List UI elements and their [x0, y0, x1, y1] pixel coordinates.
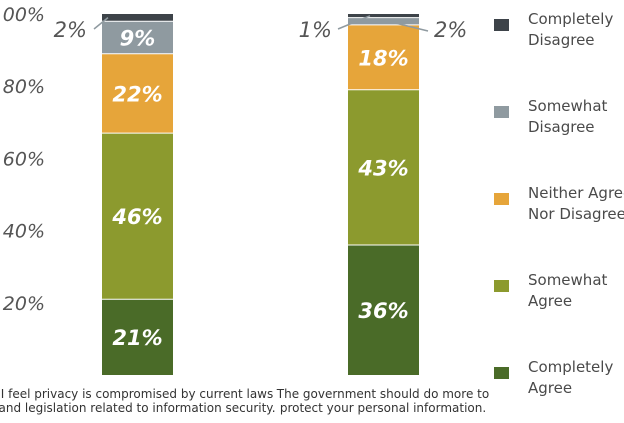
legend-label: Agree	[528, 379, 572, 397]
bar-segment	[102, 53, 173, 134]
legend: Completely Disagree Somewhat Disagree Neithe…	[494, 10, 624, 397]
legend-label: Completely	[528, 10, 613, 28]
segment-value-label: 43%	[357, 156, 408, 180]
bar-segment	[348, 89, 419, 246]
legend-label: Completely	[528, 358, 613, 376]
legend-label: Neither Agree	[528, 184, 624, 202]
y-axis: 100% 80% 60% 40% 20%	[0, 4, 45, 315]
category-labels: I feel privacy is compromised by current…	[0, 387, 489, 415]
callout-leader-line	[93, 17, 109, 30]
y-tick-label: 80%	[3, 76, 45, 98]
bar-segment	[102, 299, 173, 375]
bar-segment	[348, 14, 419, 18]
y-tick-label: 100%	[0, 4, 45, 26]
bar-segment	[348, 245, 419, 375]
segment-value-label: 9%	[120, 26, 156, 50]
y-tick-label: 40%	[3, 221, 45, 243]
callout-leader-line	[387, 20, 429, 32]
callout-value-label: 2%	[434, 18, 467, 42]
legend-label: Disagree	[528, 31, 595, 49]
segment-value-label: 21%	[112, 326, 162, 350]
bar-segment	[348, 17, 419, 25]
legend-swatch	[494, 106, 509, 118]
category-label: I feel privacy is compromised by current…	[1, 387, 273, 401]
legend-label: Disagree	[528, 118, 595, 136]
callout-value-label: 1%	[299, 18, 332, 42]
legend-swatch	[494, 193, 509, 205]
legend-label: Somewhat	[528, 271, 608, 289]
legend-swatch	[494, 280, 509, 292]
legend-label: Somewhat	[528, 97, 608, 115]
small-value-callouts: 2% 1% 2%	[54, 15, 467, 42]
y-tick-label: 60%	[3, 148, 45, 170]
bar-segment	[102, 14, 173, 22]
y-tick-label: 20%	[3, 293, 45, 315]
segment-value-label: 22%	[112, 82, 162, 106]
callout-leader-line	[337, 15, 371, 30]
segment-value-label: 46%	[111, 205, 162, 229]
bar-segment	[348, 24, 419, 90]
callout-value-label: 2%	[54, 18, 87, 42]
legend-label: Nor Disagree	[528, 205, 624, 223]
legend-swatch	[494, 19, 509, 31]
category-label: The government should do more to	[276, 387, 489, 401]
bar-segment	[102, 133, 173, 300]
category-label: protect your personal information.	[280, 401, 486, 415]
bars: 21% 46% 22% 9% 36% 43% 18%	[102, 14, 419, 375]
segment-value-label: 36%	[358, 299, 408, 323]
category-label: and legislation related to information s…	[0, 401, 276, 415]
legend-label: Agree	[528, 292, 572, 310]
bar-segment	[102, 21, 173, 54]
legend-swatch	[494, 367, 509, 379]
segment-value-label: 18%	[358, 46, 408, 70]
